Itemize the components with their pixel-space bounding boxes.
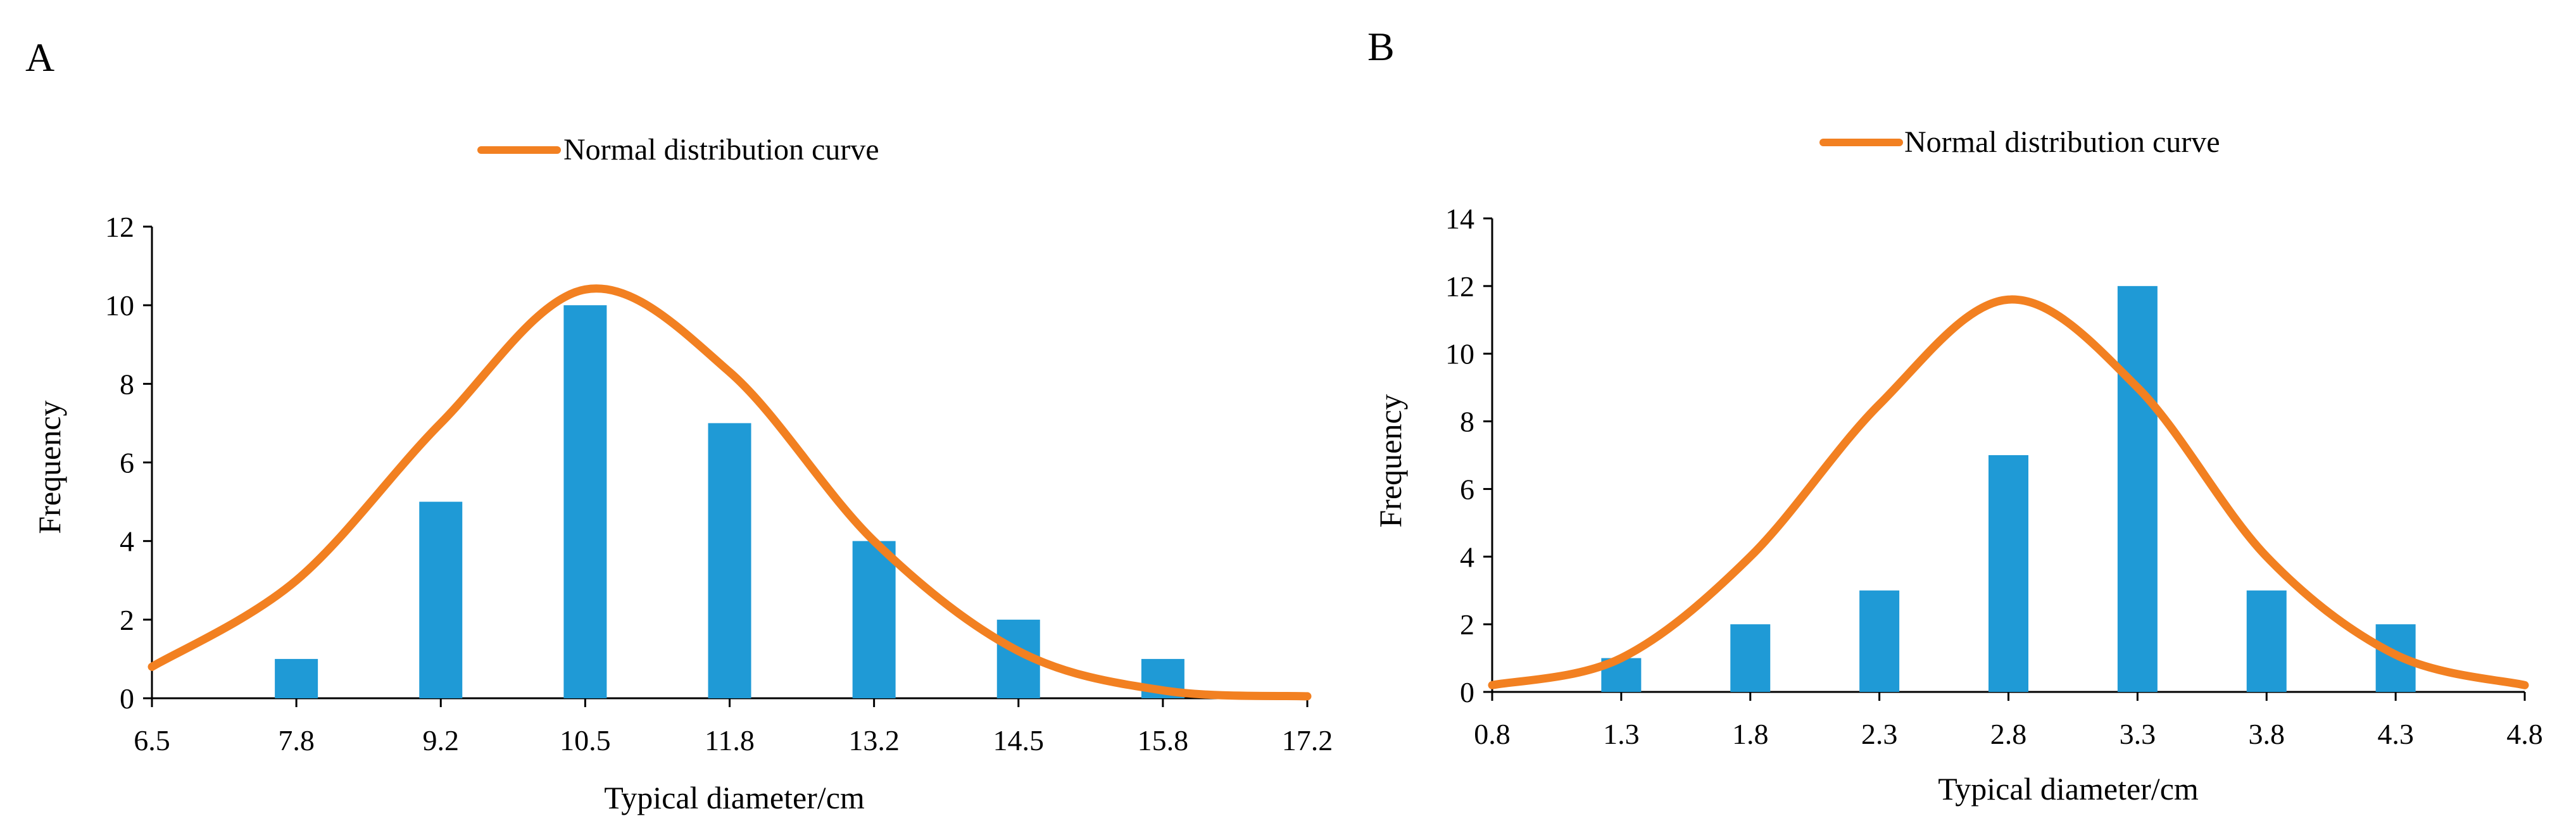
panel-a-bar bbox=[852, 541, 896, 698]
panel-a-x-tick-label: 15.8 bbox=[1138, 724, 1189, 757]
panel-b-x-tick-label: 4.8 bbox=[2506, 718, 2543, 750]
panel-b-normal-curve bbox=[1488, 295, 2529, 689]
panel-a-bar bbox=[275, 658, 318, 698]
panel-a-y-tick-label: 12 bbox=[105, 211, 134, 243]
panel-a-y-tick-label: 8 bbox=[120, 368, 134, 400]
panel-b-y-tick-label: 6 bbox=[1460, 473, 1474, 505]
panel-b-y-tick-label: 12 bbox=[1445, 270, 1474, 303]
panel-b-y-tick-label: 8 bbox=[1460, 406, 1474, 438]
panel-b-x-tick-label: 2.8 bbox=[1990, 718, 2027, 750]
panel-b-x-tick-label: 2.3 bbox=[1861, 718, 1898, 750]
panel-b-y-tick-label: 2 bbox=[1460, 608, 1474, 641]
panel-a-x-tick-label: 17.2 bbox=[1282, 724, 1333, 757]
panel-a-y-tick-label: 10 bbox=[105, 289, 134, 322]
panel-b-bar bbox=[2117, 286, 2158, 692]
panel-b-bar bbox=[1859, 590, 1900, 692]
panel-b-y-tick-label: 0 bbox=[1460, 676, 1474, 708]
panel-a-x-tick-label: 10.5 bbox=[560, 724, 611, 757]
panel-a-label: A bbox=[25, 35, 54, 80]
panel-b-legend-label: Normal distribution curve bbox=[1904, 125, 2220, 159]
panel-a-y-tick-label: 4 bbox=[120, 525, 134, 558]
panel-b-x-tick-label: 1.3 bbox=[1603, 718, 1640, 750]
panel-a-x-axis-title: Typical diameter/cm bbox=[604, 780, 865, 815]
panel-a-y-tick-label: 0 bbox=[120, 682, 134, 715]
panel-a-plot-area: 0 2 4 6 8 10 12 6.5 7.8 9.2 10.5 11.8 13.2 14.5 15.8 17… bbox=[105, 211, 1333, 757]
panel-b-y-axis-title: Frequency bbox=[1373, 394, 1408, 527]
panel-b-y-tick-label: 14 bbox=[1445, 203, 1474, 235]
panel-b-x-tick-label: 0.8 bbox=[1474, 718, 1511, 750]
panel-b-bar bbox=[1730, 624, 1771, 692]
panel-a-bar bbox=[563, 305, 607, 699]
panel-a-x-tick-label: 11.8 bbox=[705, 724, 755, 757]
panel-a-x-tick-label: 7.8 bbox=[278, 724, 315, 757]
panel-b-x-tick-label: 3.3 bbox=[2120, 718, 2156, 750]
panel-a-normal-curve bbox=[148, 284, 1312, 701]
panel-b-y-tick-label: 10 bbox=[1445, 338, 1474, 370]
panel-b: B Normal distribution curve Frequency Ty… bbox=[1367, 24, 2543, 807]
panel-a-x-tick-label: 14.5 bbox=[993, 724, 1045, 757]
panel-a-y-tick-label: 2 bbox=[120, 604, 134, 636]
panel-a-y-axis-title: Frequency bbox=[32, 400, 67, 534]
panel-b-x-tick-label: 1.8 bbox=[1732, 718, 1769, 750]
panel-a-x-tick-label: 9.2 bbox=[423, 724, 460, 757]
panel-b-label: B bbox=[1367, 24, 1395, 69]
panel-b-x-tick-label: 4.3 bbox=[2377, 718, 2414, 750]
panel-a-bar bbox=[419, 501, 463, 698]
panel-b-plot-area: 0 2 4 6 8 10 12 14 0.8 1.3 1.8 2.3 2.8 3.3 3.8 4.3 4.8 bbox=[1445, 203, 2543, 750]
panel-a-x-tick-label: 13.2 bbox=[848, 724, 900, 757]
panel-a-legend-label: Normal distribution curve bbox=[563, 133, 879, 166]
panel-b-bar bbox=[2246, 590, 2287, 692]
panel-b-x-tick-label: 3.8 bbox=[2249, 718, 2285, 750]
panel-b-bar bbox=[1989, 455, 2028, 692]
panel-a: A Normal distribution curve Frequency Ty… bbox=[25, 35, 1333, 815]
panel-a-x-tick-label: 6.5 bbox=[134, 724, 170, 757]
panel-b-y-tick-label: 4 bbox=[1460, 541, 1474, 573]
panel-b-x-axis-title: Typical diameter/cm bbox=[1938, 771, 2199, 807]
panel-a-bar bbox=[708, 423, 751, 698]
panel-a-y-tick-label: 6 bbox=[120, 447, 134, 479]
